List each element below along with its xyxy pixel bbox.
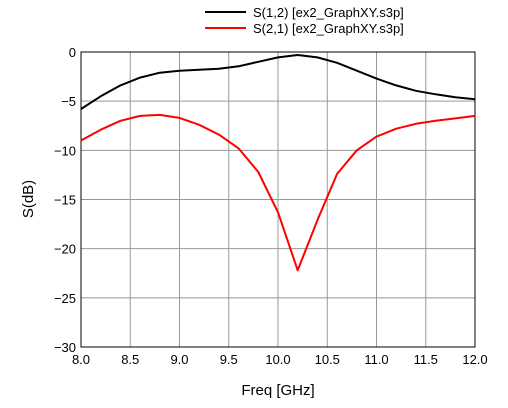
series-line-2 bbox=[80, 113, 476, 272]
y-tick-label: −30 bbox=[54, 340, 76, 355]
x-tick-label: 12.0 bbox=[462, 352, 487, 367]
legend-label-1: S(1,2) [ex2_GraphXY.s3p] bbox=[253, 5, 404, 20]
y-axis-label: S(dB) bbox=[20, 180, 37, 218]
y-tick-labels: 0 −5 −10 −15 −20 −25 −30 bbox=[54, 45, 76, 355]
legend: S(1,2) [ex2_GraphXY.s3p]S(2,1) [ex2_Grap… bbox=[205, 5, 404, 36]
legend-label-2: S(2,1) [ex2_GraphXY.s3p] bbox=[253, 21, 404, 36]
x-tick-label: 9.5 bbox=[220, 352, 238, 367]
x-tick-label: 10.0 bbox=[265, 352, 290, 367]
x-tick-label: 10.5 bbox=[315, 352, 340, 367]
y-tick-label: −25 bbox=[54, 291, 76, 306]
series-lines bbox=[80, 54, 476, 272]
x-tick-label: 8.5 bbox=[121, 352, 139, 367]
y-tick-label: −20 bbox=[54, 242, 76, 257]
x-axis-label: Freq [GHz] bbox=[241, 382, 314, 399]
x-tick-labels: 8.0 8.5 9.0 9.5 10.0 10.5 11.0 11.5 12.0 bbox=[72, 352, 488, 367]
series-line-1 bbox=[80, 54, 476, 110]
y-tick-label: −5 bbox=[61, 94, 76, 109]
y-tick-label: −10 bbox=[54, 143, 76, 158]
x-tick-label: 11.5 bbox=[414, 352, 438, 367]
y-tick-label: 0 bbox=[69, 45, 76, 60]
x-tick-label: 11.0 bbox=[364, 352, 388, 367]
plot-frame bbox=[80, 51, 476, 348]
y-tick-label: −15 bbox=[54, 193, 76, 208]
x-tick-label: 8.0 bbox=[72, 352, 90, 367]
x-tick-label: 9.0 bbox=[170, 352, 188, 367]
